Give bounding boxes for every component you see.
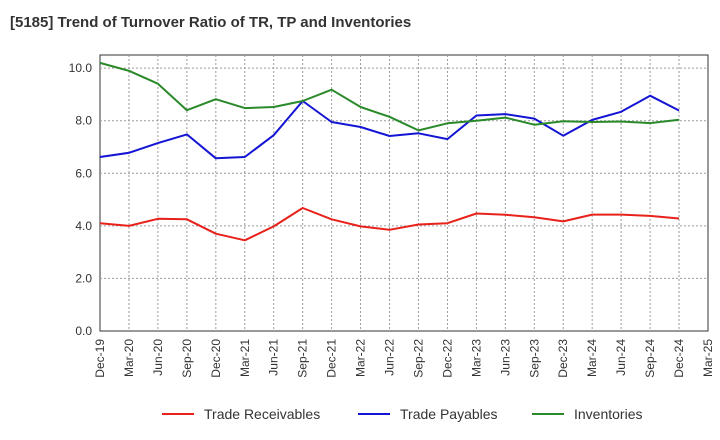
- x-tick-label: Mar-21: [238, 339, 252, 377]
- y-tick-label: 0.0: [75, 324, 92, 338]
- chart-title: [5185] Trend of Turnover Ratio of TR, TP…: [10, 14, 412, 31]
- x-tick-label: Sep-21: [296, 339, 310, 378]
- y-tick-label: 8.0: [75, 114, 92, 128]
- y-tick-label: 4.0: [75, 219, 92, 233]
- x-tick-label: Jun-22: [383, 339, 397, 376]
- legend-label-trade-payables: Trade Payables: [400, 406, 498, 422]
- x-tick-label: Dec-23: [556, 339, 570, 378]
- y-tick-label: 2.0: [75, 271, 92, 285]
- x-tick-label: Sep-22: [411, 339, 425, 378]
- x-tick-label: Jun-23: [498, 339, 512, 376]
- y-tick-label: 6.0: [75, 166, 92, 180]
- x-tick-label: Mar-24: [585, 339, 599, 377]
- x-tick-label: Jun-21: [267, 339, 281, 376]
- x-tick-label: Dec-22: [440, 339, 454, 378]
- x-tick-label: Sep-20: [180, 339, 194, 378]
- series-line-trade-receivables: [99, 207, 680, 242]
- x-tick-label: Dec-20: [209, 339, 223, 378]
- x-tick-label: Sep-23: [527, 339, 541, 378]
- x-tick-label: Mar-25: [701, 339, 715, 377]
- x-tick-label: Jun-20: [151, 339, 165, 376]
- plot-area: [99, 54, 709, 332]
- x-tick-label: Jun-24: [614, 339, 628, 376]
- x-tick-label: Mar-23: [469, 339, 483, 377]
- x-tick-label: Sep-24: [643, 339, 657, 378]
- x-tick-label: Mar-20: [122, 339, 136, 377]
- y-tick-label: 10.0: [69, 61, 93, 75]
- x-tick-label: Dec-24: [672, 339, 686, 378]
- legend-label-inventories: Inventories: [574, 406, 642, 422]
- x-tick-label: Mar-22: [354, 339, 368, 377]
- series-line-trade-payables: [99, 94, 680, 160]
- series-line-inventories: [99, 61, 680, 132]
- x-tick-label: Dec-19: [93, 339, 107, 378]
- legend-label-trade-receivables: Trade Receivables: [204, 406, 320, 422]
- x-tick-label: Dec-21: [325, 339, 339, 378]
